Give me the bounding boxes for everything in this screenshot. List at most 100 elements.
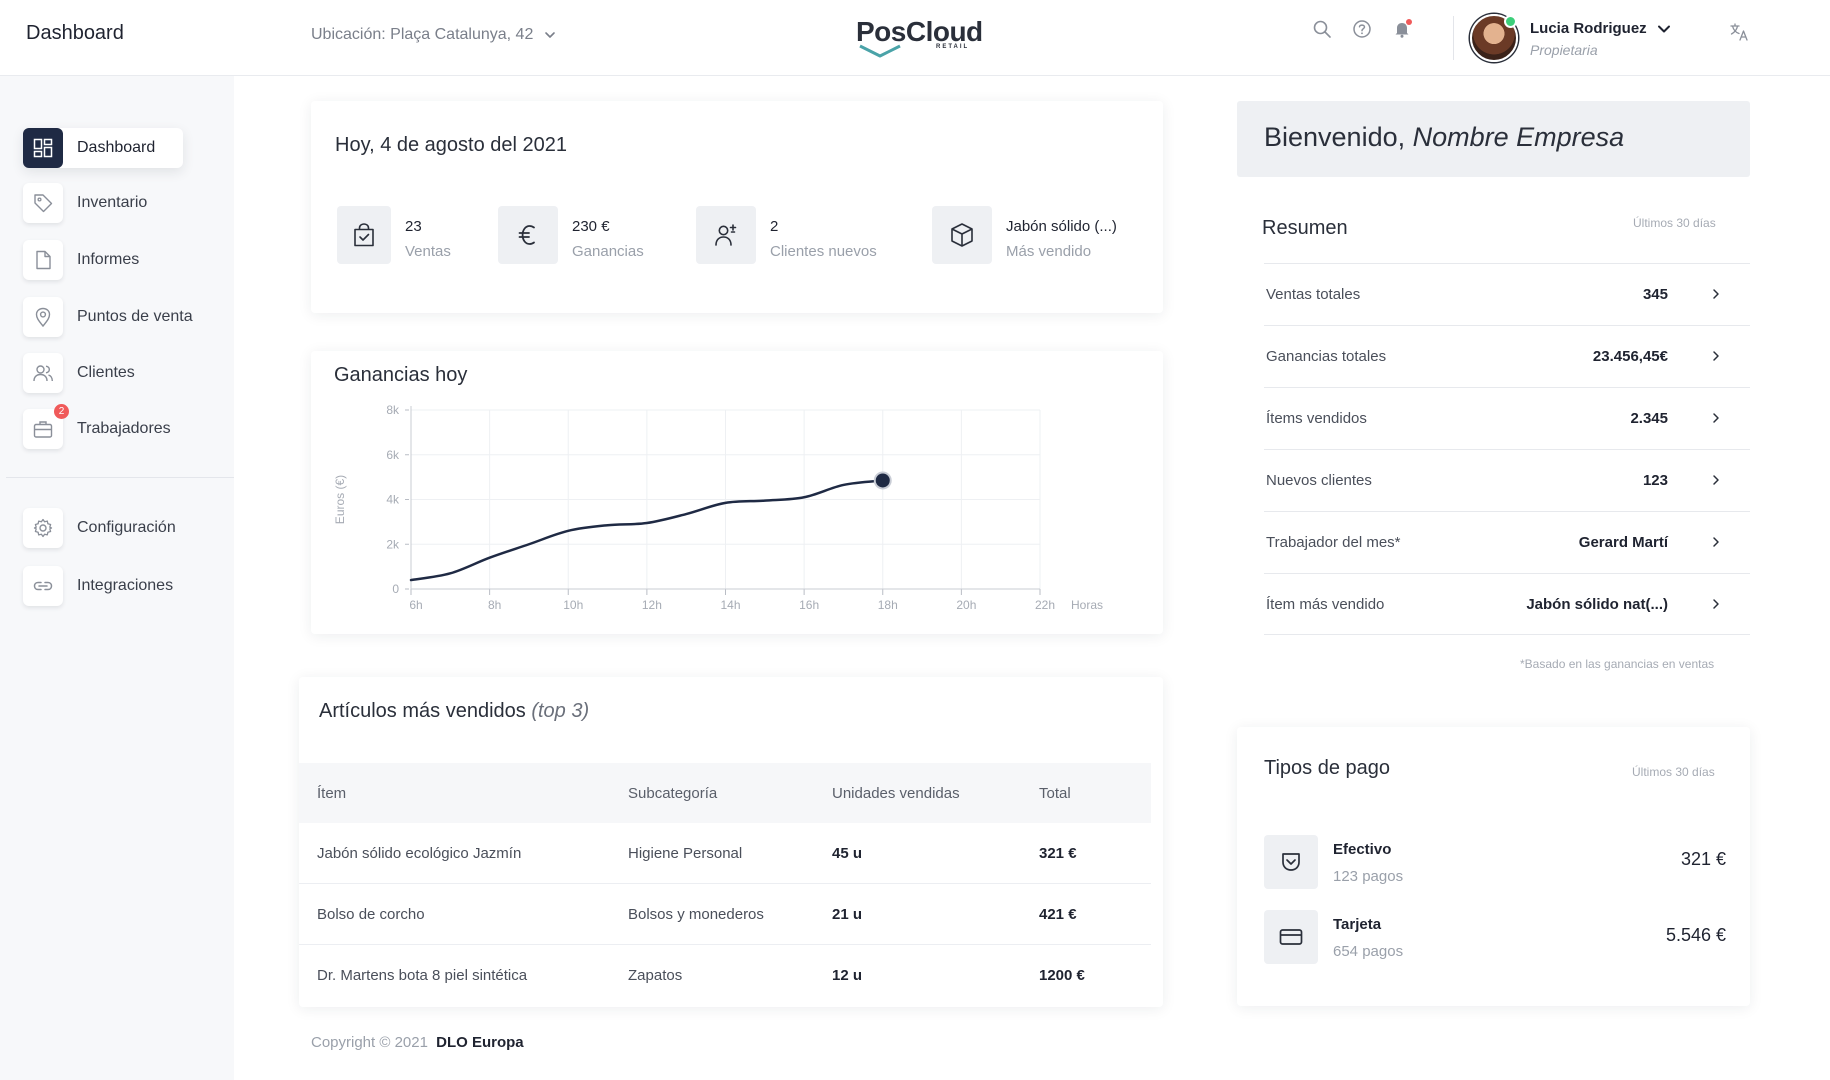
- payments-period: Últimos 30 días: [1632, 765, 1715, 779]
- summary-value: 345: [1642, 286, 1668, 303]
- top-items-card: Artículos más vendidos (top 3) Ítem Subc…: [299, 677, 1163, 1007]
- chevron-right-icon: [1713, 537, 1719, 547]
- tag-icon: [23, 183, 63, 223]
- sidebar-divider: [6, 477, 234, 478]
- welcome-text: Bienvenido, Nombre Empresa: [1264, 122, 1624, 153]
- cell-total: 421 €: [1039, 906, 1077, 923]
- company-name: Nombre Empresa: [1412, 122, 1625, 152]
- chevron-right-icon: [1713, 289, 1719, 299]
- search-icon[interactable]: [1311, 18, 1333, 40]
- logo-text: PosCloud: [856, 16, 983, 47]
- today-card: Hoy, 4 de agosto del 2021 23 Ventas 230 …: [311, 101, 1163, 313]
- summary-period: Últimos 30 días: [1633, 216, 1716, 230]
- table-row[interactable]: Bolso de corcho Bolsos y monederos 21 u …: [299, 884, 1151, 945]
- table-title-suffix: (top 3): [531, 700, 590, 722]
- summary-row[interactable]: Nuevos clientes 123: [1264, 449, 1750, 511]
- payments-title: Tipos de pago: [1264, 757, 1391, 779]
- user-name: Lucia Rodriguez: [1530, 20, 1647, 37]
- sidebar-item-dashboard[interactable]: Dashboard: [23, 128, 184, 168]
- column-header: Total: [1039, 785, 1071, 802]
- summary-row[interactable]: Ítem más vendido Jabón sólido nat(...): [1264, 573, 1750, 635]
- users-icon: [23, 353, 63, 393]
- y-tick-label: 2k: [386, 537, 400, 551]
- user-menu[interactable]: Lucia Rodriguez Propietaria: [1470, 14, 1671, 62]
- dashboard-icon: [23, 128, 63, 168]
- current-point-marker: [875, 473, 890, 488]
- chart-title: Ganancias hoy: [334, 364, 468, 386]
- kpi-ventas: 23 Ventas: [337, 206, 451, 264]
- kpi-mas-vendido: Jabón sólido (...) Más vendido: [932, 206, 1117, 264]
- column-header: Unidades vendidas: [832, 785, 960, 802]
- cell-units: 21 u: [832, 906, 863, 923]
- y-tick-label: 6k: [386, 448, 400, 462]
- kpi-label: Ganancias: [572, 243, 644, 260]
- sidebar-item-inventario[interactable]: Inventario: [23, 183, 147, 223]
- cell-subcategory: Zapatos: [628, 967, 683, 984]
- cell-item: Bolso de corcho: [317, 906, 425, 923]
- translate-icon[interactable]: [1729, 22, 1749, 42]
- summary-value: Gerard Martí: [1578, 534, 1668, 551]
- sidebar-item-integraciones[interactable]: Integraciones: [23, 566, 173, 606]
- earnings-chart-card: Ganancias hoy 0 2k 4k 6k 8k 6h 8h 10h 12h 14h 16h 1…: [311, 351, 1163, 634]
- company-link[interactable]: DLO Europa: [436, 1034, 524, 1051]
- kpi-value: Jabón sólido (...): [1006, 218, 1117, 235]
- payment-amount: 321 €: [1680, 849, 1726, 869]
- y-axis-label: Euros (€): [333, 475, 347, 524]
- header-actions: [1311, 18, 1413, 40]
- summary-row[interactable]: Ganancias totales 23.456,45€: [1264, 325, 1750, 387]
- bell-icon[interactable]: [1391, 18, 1413, 40]
- cell-item: Jabón sólido ecológico Jazmín: [317, 845, 522, 862]
- chevron-right-icon: [1713, 351, 1719, 361]
- x-tick-label: 14h: [720, 598, 740, 612]
- summary-footnote: *Basado en las ganancias en ventas: [1520, 657, 1715, 671]
- chevron-right-icon: [1713, 599, 1719, 609]
- kpi-label: Clientes nuevos: [770, 243, 877, 260]
- kpi-value: 2: [770, 218, 779, 235]
- series-line: [409, 479, 884, 582]
- location-pin-icon: [23, 297, 63, 337]
- footer: Copyright © 2021 DLO Europa: [311, 1034, 524, 1051]
- sidebar-item-puntos-de-venta[interactable]: Puntos de venta: [23, 297, 193, 337]
- summary-row[interactable]: Trabajador del mes* Gerard Martí: [1264, 511, 1750, 573]
- kpi-value: 23: [405, 218, 422, 235]
- cell-total: 1200 €: [1039, 967, 1085, 984]
- payment-type-efectivo[interactable]: Efectivo 123 pagos: [1264, 835, 1403, 889]
- page-title: Dashboard: [26, 22, 124, 44]
- sidebar-item-clientes[interactable]: Clientes: [23, 353, 135, 393]
- table-title-text: Artículos más vendidos: [319, 700, 526, 722]
- summary-label: Ganancias totales: [1266, 348, 1387, 365]
- location-selector[interactable]: Ubicación: Plaça Catalunya, 42: [311, 26, 557, 44]
- poscloud-logo: PosCloud RETAIL: [856, 14, 983, 62]
- copyright-text: Copyright © 2021: [311, 1034, 428, 1051]
- x-tick-label: 8h: [488, 598, 501, 612]
- summary-row[interactable]: Ítems vendidos 2.345: [1264, 387, 1750, 449]
- help-icon[interactable]: [1351, 18, 1373, 40]
- chevron-right-icon: [1713, 413, 1719, 423]
- summary-label: Ítem más vendido: [1266, 596, 1385, 613]
- x-tick-label: 16h: [799, 598, 819, 612]
- euro-icon: [498, 206, 558, 264]
- kpi-label: Ventas: [405, 243, 451, 260]
- summary-row[interactable]: Ventas totales 345: [1264, 263, 1750, 325]
- location-label: Ubicación: Plaça Catalunya, 42: [311, 26, 534, 43]
- summary-value: 2.345: [1630, 410, 1668, 427]
- header-divider: [1453, 16, 1454, 60]
- credit-card-icon: [1264, 910, 1318, 964]
- document-icon: [23, 240, 63, 280]
- sidebar-item-configuracion[interactable]: Configuración: [23, 508, 176, 548]
- link-icon: [23, 566, 63, 606]
- table-row[interactable]: Jabón sólido ecológico Jazmín Higiene Pe…: [299, 823, 1151, 884]
- x-tick-label: 22h: [1035, 598, 1055, 612]
- payment-type-tarjeta[interactable]: Tarjeta 654 pagos: [1264, 910, 1403, 964]
- table-header: Ítem Subcategoría Unidades vendidas Tota…: [299, 763, 1151, 823]
- user-name-row: Lucia Rodriguez: [1530, 20, 1671, 37]
- table-row[interactable]: Dr. Martens bota 8 piel sintética Zapato…: [299, 945, 1151, 1006]
- summary-label: Trabajador del mes*: [1266, 534, 1401, 551]
- user-role: Propietaria: [1530, 42, 1598, 58]
- x-axis-label: Horas: [1071, 598, 1103, 612]
- summary-label: Ítems vendidos: [1266, 410, 1367, 427]
- kpi-clientes-nuevos: 2 Clientes nuevos: [696, 206, 877, 264]
- sidebar-item-trabajadores[interactable]: 2 Trabajadores: [23, 404, 171, 449]
- sidebar-item-label: Clientes: [77, 364, 135, 381]
- sidebar-item-informes[interactable]: Informes: [23, 240, 139, 280]
